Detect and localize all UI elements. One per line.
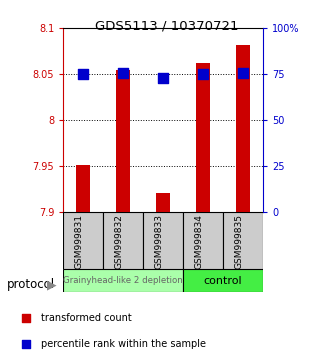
Point [121,70,126,76]
Text: control: control [204,275,242,286]
Point [240,70,246,76]
Bar [143,212,183,269]
Text: percentile rank within the sample: percentile rank within the sample [42,339,206,349]
Point [200,72,206,77]
Bar [103,212,143,269]
Bar [236,45,250,212]
Point [281,2,286,7]
Text: transformed count: transformed count [42,313,132,323]
Text: GSM999832: GSM999832 [114,214,123,269]
Bar [223,212,263,269]
Bar [116,70,130,212]
Text: Grainyhead-like 2 depletion: Grainyhead-like 2 depletion [63,276,183,285]
Bar [183,212,223,269]
Text: GSM999831: GSM999831 [74,214,83,269]
Text: GSM999833: GSM999833 [154,214,163,269]
Bar [63,269,183,292]
Text: GSM999834: GSM999834 [194,214,203,269]
Bar [196,63,210,212]
Text: GDS5113 / 10370721: GDS5113 / 10370721 [95,19,238,33]
Bar [156,193,170,212]
Point [161,75,166,81]
Text: protocol: protocol [7,279,55,291]
Text: ▶: ▶ [47,279,57,291]
Point [281,236,286,242]
Bar [63,212,103,269]
Text: GSM999835: GSM999835 [234,214,243,269]
Bar [76,165,90,212]
Bar [183,269,263,292]
Point [81,72,86,77]
